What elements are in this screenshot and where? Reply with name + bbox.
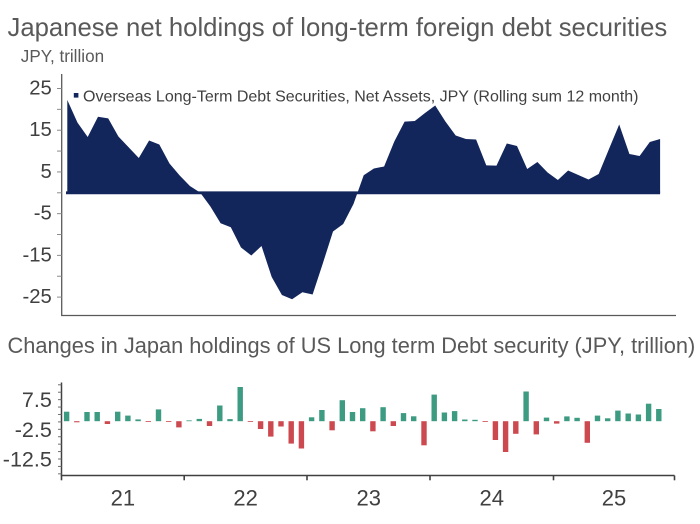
svg-text:25: 25 — [602, 486, 626, 511]
svg-text:21: 21 — [111, 486, 135, 511]
svg-text:JPY, trillion: JPY, trillion — [21, 47, 104, 66]
svg-text:15: 15 — [29, 119, 52, 141]
svg-text:7.5: 7.5 — [22, 388, 52, 412]
svg-text:-25: -25 — [22, 286, 51, 308]
svg-text:-12.5: -12.5 — [3, 448, 52, 472]
svg-text:-15: -15 — [22, 244, 51, 266]
svg-text:25: 25 — [29, 78, 52, 100]
svg-text:Overseas Long-Term Debt Securi: Overseas Long-Term Debt Securities, Net … — [83, 89, 638, 106]
svg-text:-5: -5 — [34, 203, 52, 225]
svg-text:5: 5 — [41, 161, 52, 183]
svg-text:Japanese net holdings of long-: Japanese net holdings of long-term forei… — [8, 14, 668, 42]
svg-text:-2.5: -2.5 — [15, 418, 52, 442]
svg-text:Changes in Japan holdings of U: Changes in Japan holdings of US Long ter… — [8, 333, 696, 358]
svg-text:23: 23 — [357, 486, 381, 511]
svg-text:22: 22 — [233, 486, 257, 511]
svg-text:24: 24 — [480, 486, 504, 511]
